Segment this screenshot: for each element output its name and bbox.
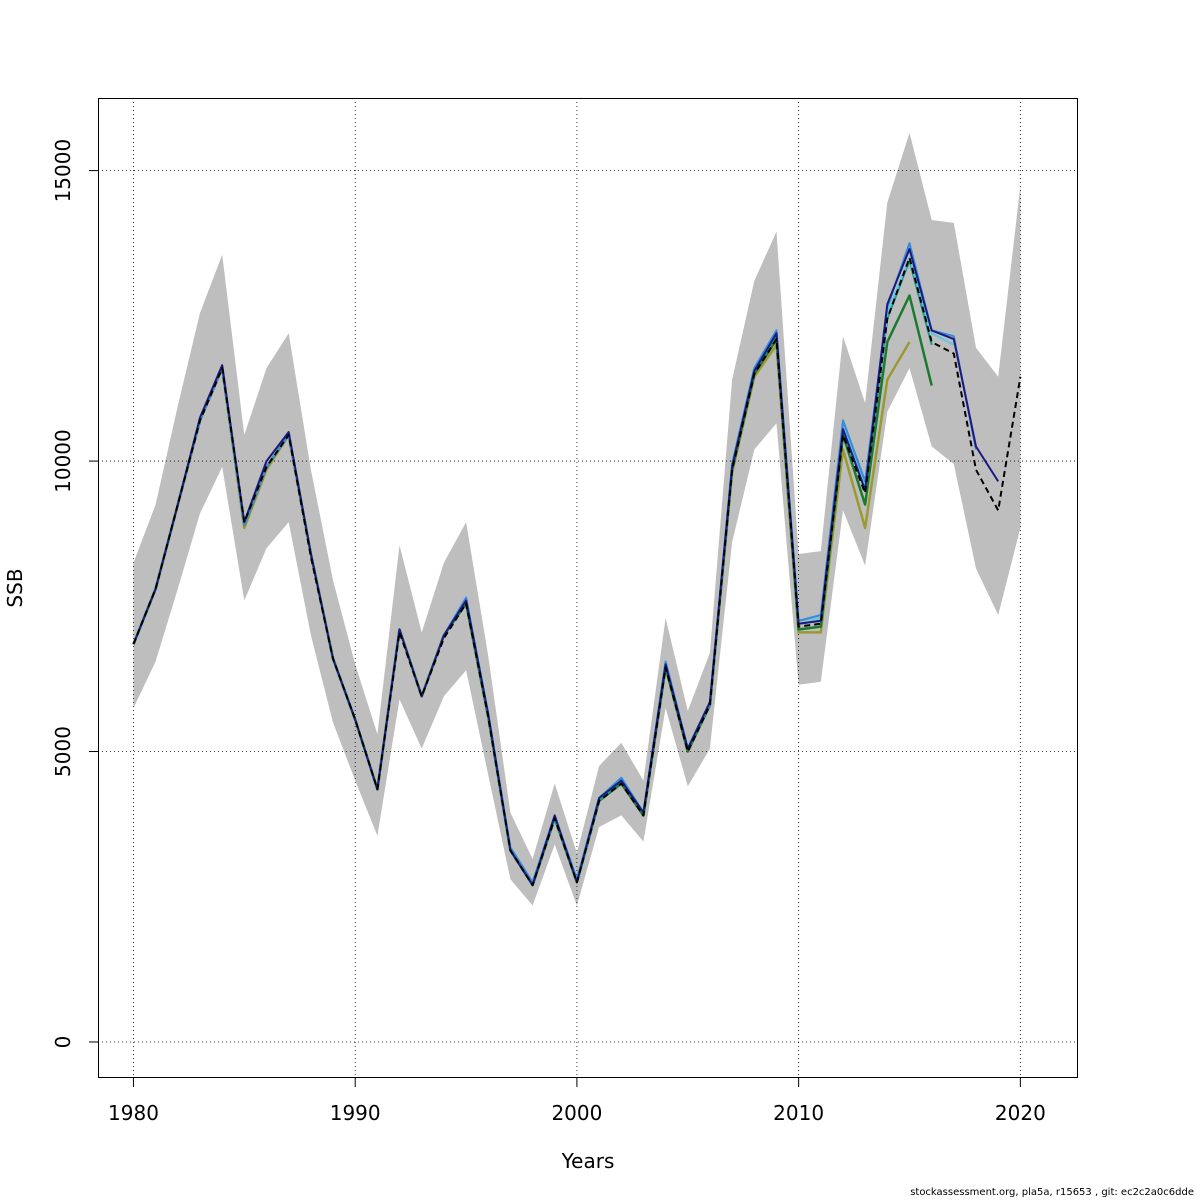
x-tick-label: 2010 [773, 1101, 824, 1125]
plot-frame [98, 98, 1078, 1078]
confidence-band-layer [133, 132, 1021, 906]
confidence-band [133, 132, 1021, 906]
y-tick-label: 15000 [51, 139, 75, 203]
y-tick-label: 0 [51, 1036, 75, 1049]
grid-layer [98, 98, 1078, 1078]
series-line-1 [132, 256, 1022, 887]
x-axis-title: Years [561, 1149, 615, 1173]
x-tick-label: 1980 [108, 1101, 159, 1125]
footer-credit: stockassessment.org, pla5a, r15653 , git… [910, 1187, 1194, 1198]
y-tick-label: 5000 [51, 726, 75, 777]
y-tick-label: 10000 [51, 429, 75, 493]
y-axis-title: SSB [3, 568, 27, 607]
x-tick-label: 2020 [995, 1101, 1046, 1125]
x-tick-label: 1990 [330, 1101, 381, 1125]
x-tick-label: 2000 [551, 1101, 602, 1125]
series-layer [132, 242, 1022, 887]
axes-layer: 1980 1990 2000 2010 2020 0 5000 10000 15000 [51, 139, 1046, 1125]
series-line-2 [132, 248, 1000, 887]
